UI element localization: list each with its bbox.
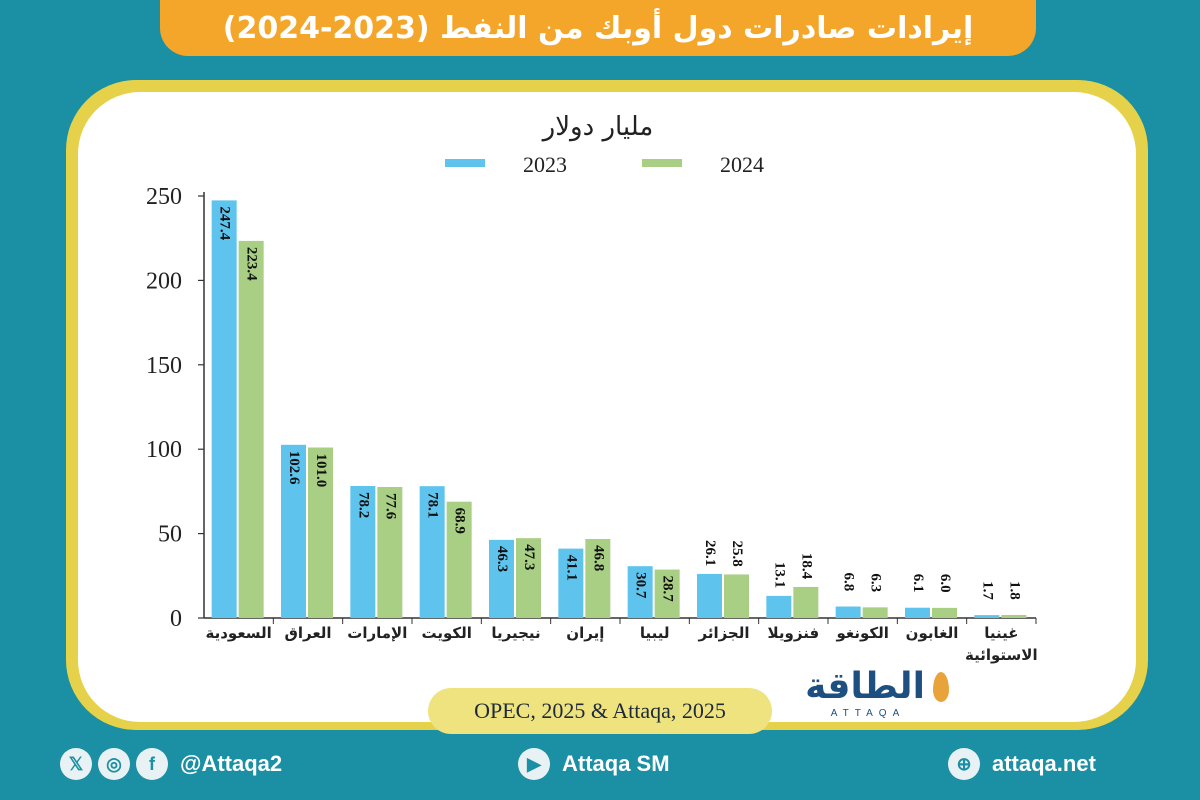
bar-2024 (862, 607, 888, 618)
category-label: نيجيريا (491, 624, 540, 642)
data-label-2024: 28.7 (660, 576, 676, 603)
bar-2024 (238, 240, 264, 618)
x-icon[interactable]: 𝕏 (60, 748, 92, 780)
social-links: 𝕏 ◎ f @Attaqa2 (60, 740, 282, 788)
bar-2024 (793, 586, 819, 618)
data-label-2023: 26.1 (702, 540, 718, 566)
data-label-2024: 6.0 (937, 574, 953, 593)
bar-2024 (1001, 614, 1027, 618)
unit-label: مليار دولار (541, 112, 654, 142)
legend-swatch-2024 (642, 159, 682, 167)
data-label-2024: 1.8 (1006, 581, 1022, 600)
data-label-2023: 1.7 (979, 581, 995, 600)
website-url[interactable]: attaqa.net (992, 751, 1096, 776)
data-label-2023: 13.1 (771, 562, 787, 588)
logo-drop-icon (933, 672, 949, 702)
category-label: الإمارات (347, 624, 407, 642)
category-label: السعودية (205, 624, 271, 642)
bar-2024 (932, 607, 957, 618)
data-label-2023: 6.1 (910, 574, 926, 593)
website-link: ⊕ attaqa.net (948, 740, 1096, 788)
y-tick-label: 200 (146, 268, 182, 294)
category-label: الغابون (906, 624, 959, 642)
bar-2023 (905, 607, 930, 618)
category-label: الجزائر (697, 624, 749, 642)
data-label-2024: 25.8 (729, 540, 745, 566)
data-label-2024: 77.6 (382, 493, 398, 520)
data-label-2024: 68.9 (452, 508, 468, 534)
bar-2023 (974, 615, 1000, 618)
bar-2024 (446, 501, 472, 618)
category-label: إيران (566, 624, 604, 642)
legend-label-2023: 2023 (523, 152, 567, 177)
social-handle[interactable]: @Attaqa2 (180, 751, 283, 776)
y-tick-label: 150 (146, 353, 182, 379)
category-label: فنزويلا (768, 624, 820, 642)
category-label: غينيا (984, 624, 1018, 642)
y-tick-label: 250 (146, 184, 182, 210)
bar-2024 (516, 538, 541, 618)
data-label-2023: 46.3 (494, 546, 510, 572)
source-badge: OPEC, 2025 & Attaqa, 2025 (428, 688, 772, 734)
data-label-2024: 47.3 (521, 544, 537, 570)
data-label-2024: 223.4 (244, 247, 260, 281)
bar-2023 (419, 486, 445, 618)
youtube-handle[interactable]: Attaqa SM (562, 751, 670, 776)
bar-2023 (766, 595, 792, 618)
data-label-2023: 102.6 (286, 451, 302, 485)
y-tick-label: 50 (158, 522, 182, 548)
bar-2023 (558, 548, 584, 618)
logo-subtext: ATTAQA (830, 708, 906, 719)
bar-2023 (489, 539, 514, 618)
legend-label-2024: 2024 (720, 152, 764, 177)
facebook-icon[interactable]: f (136, 748, 168, 780)
bar-2023 (350, 485, 376, 618)
category-label: ليبيا (640, 624, 670, 642)
globe-icon[interactable]: ⊕ (948, 748, 980, 780)
youtube-link: ▶ Attaqa SM (518, 740, 670, 788)
category-label: الكونغو (835, 624, 888, 642)
category-label: العراق (284, 624, 331, 642)
bar-2024 (377, 487, 403, 618)
data-label-2024: 18.4 (798, 553, 814, 580)
instagram-icon[interactable]: ◎ (98, 748, 130, 780)
data-label-2023: 78.2 (355, 492, 371, 518)
bar-2024 (654, 569, 680, 618)
data-label-2024: 6.3 (868, 573, 884, 592)
attaqa-logo: الطاقة ATTAQA (790, 666, 950, 722)
title-banner: إيرادات صادرات دول أوبك من النفط (2023-2… (160, 0, 1036, 56)
bar-2023 (281, 444, 306, 618)
bar-2023 (211, 200, 237, 618)
bar-2024 (308, 447, 333, 618)
logo-text: الطاقة (805, 666, 925, 707)
bar-2023 (697, 573, 722, 618)
chart-title: إيرادات صادرات دول أوبك من النفط (2023-2… (222, 10, 974, 46)
category-label: الكويت (421, 624, 471, 642)
legend-swatch-2023 (445, 159, 485, 167)
data-label-2023: 41.1 (563, 555, 579, 581)
data-label-2024: 46.8 (590, 545, 606, 571)
data-label-2023: 6.8 (841, 573, 857, 592)
data-label-2024: 101.0 (313, 454, 329, 488)
source-text: OPEC, 2025 & Attaqa, 2025 (474, 698, 726, 723)
bar-2023 (627, 566, 653, 618)
data-label-2023: 78.1 (425, 492, 441, 518)
bar-2024 (585, 539, 611, 618)
bar-2024 (724, 574, 749, 618)
y-tick-label: 100 (146, 437, 182, 463)
data-label-2023: 247.4 (217, 206, 233, 240)
youtube-icon[interactable]: ▶ (518, 748, 550, 780)
y-tick-label: 0 (170, 606, 182, 632)
bar-2023 (835, 606, 861, 618)
data-label-2023: 30.7 (633, 572, 649, 599)
category-label-line2: الاستوائية (965, 646, 1038, 664)
